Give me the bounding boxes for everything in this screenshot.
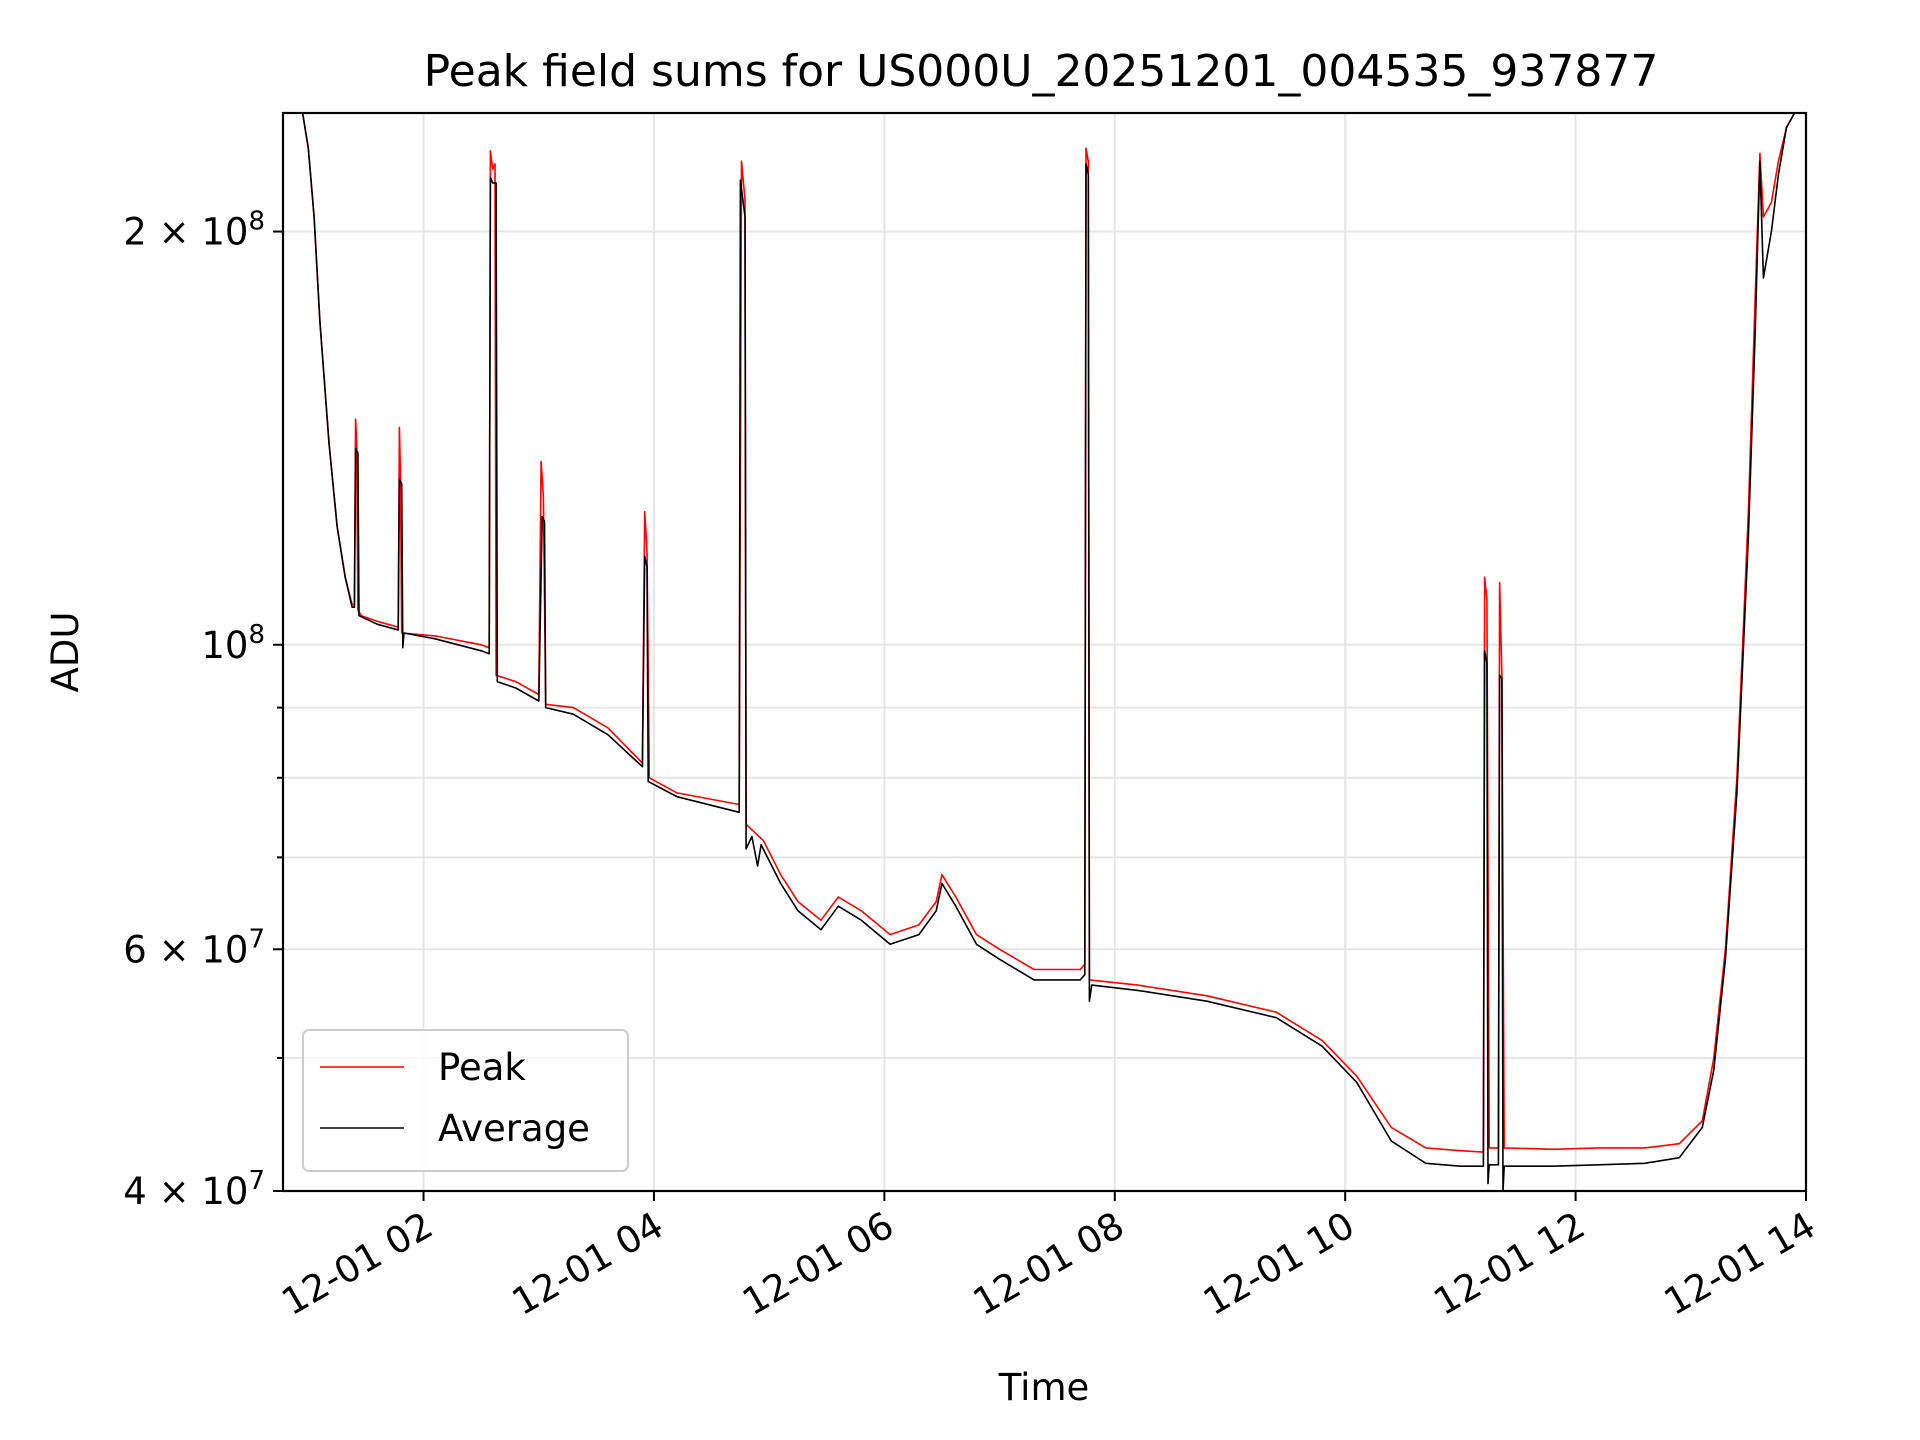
- legend: Peak Average: [302, 1029, 629, 1172]
- legend-label-average: Average: [438, 1107, 590, 1150]
- x-axis-label: Time: [998, 1366, 1090, 1409]
- x-tick-label: 12-01 06: [735, 1204, 901, 1324]
- y-tick-label: 6 × 107: [123, 924, 265, 971]
- x-tick-label: 12-01 14: [1657, 1204, 1823, 1324]
- chart-title: Peak field sums for US000U_20251201_0045…: [424, 46, 1659, 97]
- y-tick-label: 2 × 108: [123, 207, 265, 254]
- x-tick-label: 12-01 04: [505, 1204, 671, 1324]
- series-line-average: [283, 113, 1806, 1191]
- x-tick-label: 12-01 10: [1196, 1204, 1362, 1324]
- legend-label-peak: Peak: [438, 1046, 526, 1089]
- series-line-peak: [283, 113, 1806, 1153]
- legend-box: [302, 1029, 629, 1172]
- y-tick-label: 108: [201, 620, 265, 667]
- x-tick-label: 12-01 12: [1427, 1204, 1593, 1324]
- plot-frame: [281, 111, 1808, 1193]
- x-tick-label: 12-01 08: [966, 1204, 1132, 1324]
- x-tick-label: 12-01 02: [274, 1204, 440, 1324]
- series-layer: [283, 113, 1806, 1191]
- y-axis-label: ADU: [44, 612, 87, 693]
- y-tick-label: 4 × 107: [123, 1166, 265, 1213]
